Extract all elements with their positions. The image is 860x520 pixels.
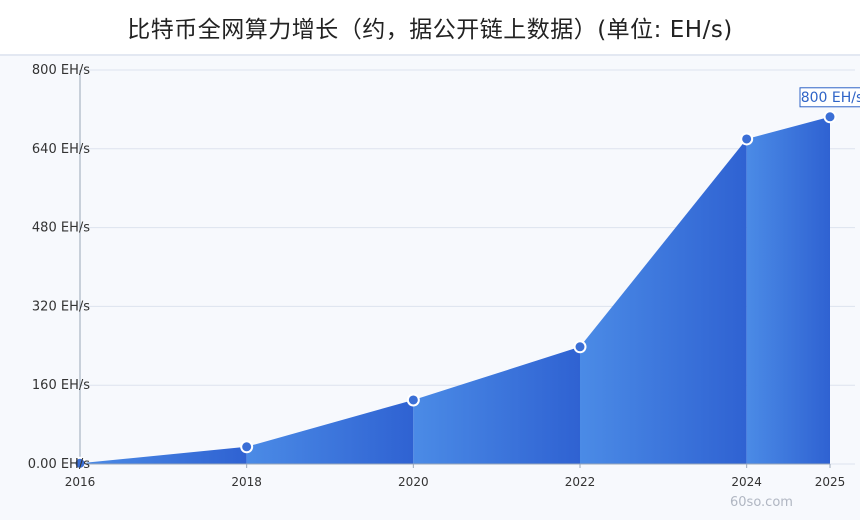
chart-title: 比特币全网算力增长（约，据公开链上数据）(单位: EH/s)	[127, 17, 733, 43]
data-label-box	[799, 87, 860, 108]
y-tick-label: 480 EH/s	[32, 221, 90, 236]
label-layer: 0.00 EH/s 160 EH/s 320 EH/s 480 EH/s 640 EH/…	[28, 63, 860, 489]
area-segment	[746, 116, 830, 464]
area-segment	[413, 346, 580, 464]
data-point[interactable]	[406, 393, 420, 407]
data-point[interactable]	[240, 440, 254, 454]
x-tick-label: 2018	[231, 475, 262, 489]
data-point[interactable]	[573, 340, 587, 354]
x-tick-label: 2024	[731, 475, 762, 489]
x-tick-label: 2016	[65, 475, 96, 489]
y-tick-label: 320 EH/s	[32, 299, 90, 314]
x-tick-label: 2025	[815, 475, 846, 489]
x-tick-label: 2020	[398, 475, 429, 489]
y-tick-label: 0.00 EH/s	[28, 457, 90, 472]
data-point[interactable]	[73, 456, 87, 470]
area-segment	[80, 446, 247, 464]
y-tick-label: 640 EH/s	[32, 142, 90, 157]
title-bar: 比特币全网算力增长（约，据公开链上数据）(单位: EH/s)	[0, 0, 860, 56]
data-label: 800 EH/s	[801, 90, 860, 106]
watermark: 60so.com	[730, 495, 793, 510]
x-tick-label: 2022	[565, 475, 596, 489]
area-layer	[80, 116, 830, 464]
y-tick-label: 160 EH/s	[32, 378, 90, 393]
data-point[interactable]	[740, 132, 754, 146]
y-tick-label: 800 EH/s	[32, 63, 90, 78]
point-layer	[73, 110, 837, 470]
axis-layer	[79, 70, 831, 468]
data-point[interactable]	[823, 110, 837, 124]
area-segment	[246, 399, 414, 464]
area-segment	[580, 138, 747, 464]
